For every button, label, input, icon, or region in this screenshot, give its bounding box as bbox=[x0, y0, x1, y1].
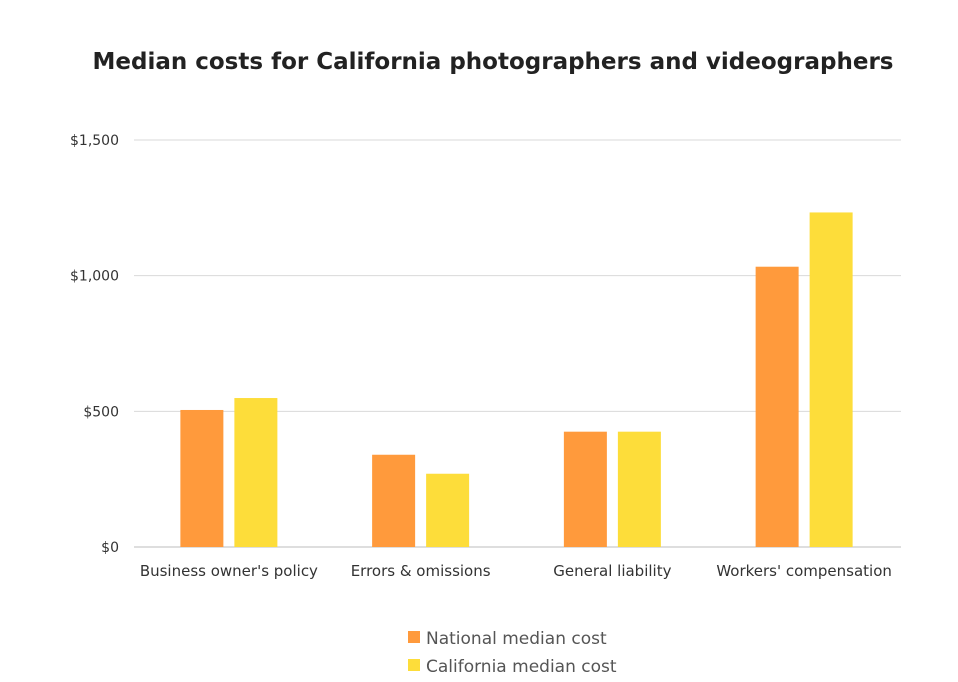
bar bbox=[617, 431, 661, 547]
legend-label: National median cost bbox=[426, 629, 607, 649]
bar bbox=[755, 266, 799, 547]
bar bbox=[563, 431, 607, 547]
bar bbox=[234, 398, 278, 547]
x-axis-ticks: Business owner's policy Errors & omission… bbox=[140, 562, 892, 580]
y-axis-ticks: $0 $500 $1,000 $1,500 bbox=[70, 133, 119, 556]
legend-label: California median cost bbox=[426, 657, 617, 677]
x-tick-label: Workers' compensation bbox=[716, 562, 892, 580]
y-tick-label: $1,500 bbox=[70, 133, 119, 149]
x-tick-label: General liability bbox=[553, 562, 671, 580]
x-tick-label: Business owner's policy bbox=[140, 562, 318, 580]
legend-swatch bbox=[408, 631, 420, 643]
y-tick-label: $500 bbox=[83, 404, 119, 420]
bar bbox=[809, 212, 853, 548]
bars bbox=[180, 212, 853, 548]
bar bbox=[372, 454, 416, 547]
bar bbox=[180, 409, 224, 547]
x-tick-label: Errors & omissions bbox=[351, 562, 491, 580]
chart-title: Median costs for California photographer… bbox=[93, 49, 894, 75]
legend: National median cost California median co… bbox=[408, 629, 617, 677]
legend-swatch bbox=[408, 659, 420, 671]
y-tick-label: $1,000 bbox=[70, 269, 119, 285]
y-tick-label: $0 bbox=[101, 540, 119, 556]
bar bbox=[426, 473, 470, 547]
